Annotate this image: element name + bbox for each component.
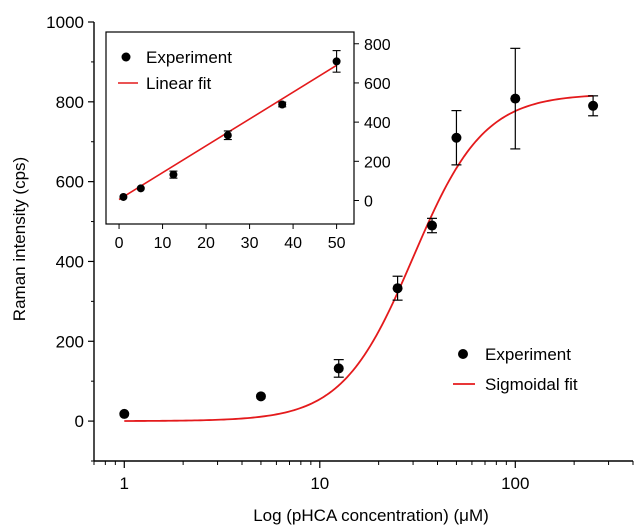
main-y-tick-labels: 0 200 400 600 800 1000 [46,13,84,431]
inset-y-tick-label: 200 [364,154,391,171]
inset-y-tick-label: 800 [364,37,391,54]
main-x-ticks [93,461,634,468]
inset-y-ticks [354,43,359,201]
inset-data-point [332,57,341,66]
inset-x-tick-label: 20 [197,235,215,252]
main-data-point [255,391,266,402]
inset-y-tick-labels: 0 200 400 600 800 [364,37,391,211]
main-y-tick-label: 0 [75,412,84,431]
main-data-point [510,93,521,104]
main-data-points [119,93,599,419]
inset-data-point [223,131,232,140]
inset-x-tick-label: 50 [328,235,346,252]
main-data-point [392,283,403,294]
main-data-point [333,363,344,374]
main-data-point [451,132,462,143]
inset-legend-experiment-label: Experiment [146,48,232,67]
inset-data-point [119,192,128,201]
main-y-tick-label: 1000 [46,13,84,32]
inset-y-tick-label: 600 [364,76,391,93]
main-data-point [588,100,599,111]
inset-data-point [169,170,178,179]
inset-legend: Experiment Linear fit [118,48,232,93]
main-legend-experiment-marker [458,349,468,359]
inset-data-point [278,100,287,109]
inset-data-point [136,184,145,193]
inset-frame [105,31,355,225]
main-y-ticks [88,21,94,462]
inset-x-tick-labels: 0 10 20 30 40 50 [115,235,346,252]
inset-x-ticks [118,224,338,229]
inset-data-points [119,57,341,201]
main-y-tick-label: 800 [56,93,84,112]
main-y-tick-label: 600 [56,173,84,192]
inset-plot: 0 10 20 30 40 50 0 200 400 600 800 Experiment Lin… [105,31,391,252]
inset-x-tick-label: 40 [284,235,302,252]
main-x-tick-labels: 1 10 100 [120,474,530,493]
inset-y-tick-label: 0 [364,193,373,210]
inset-x-tick-label: 0 [115,235,124,252]
main-legend-fit-label: Sigmoidal fit [485,375,578,394]
main-x-tick-label: 1 [120,474,129,493]
main-y-tick-label: 400 [56,252,84,271]
main-x-axis-label: Log (pHCA concentration) (μM) [253,506,489,525]
inset-legend-experiment-marker [121,52,131,62]
main-y-tick-label: 200 [56,332,84,351]
main-error-bars [333,47,599,378]
main-y-axis-label: Raman intensity (cps) [10,157,29,321]
main-x-tick-label: 100 [501,474,529,493]
main-data-point [119,408,130,419]
main-legend: Experiment Sigmoidal fit [453,345,578,394]
inset-legend-fit-label: Linear fit [146,74,211,93]
main-legend-experiment-label: Experiment [485,345,571,364]
main-data-point [427,220,438,231]
inset-x-tick-label: 10 [154,235,172,252]
inset-y-tick-label: 400 [364,115,391,132]
inset-x-tick-label: 30 [241,235,259,252]
main-x-tick-label: 10 [310,474,329,493]
